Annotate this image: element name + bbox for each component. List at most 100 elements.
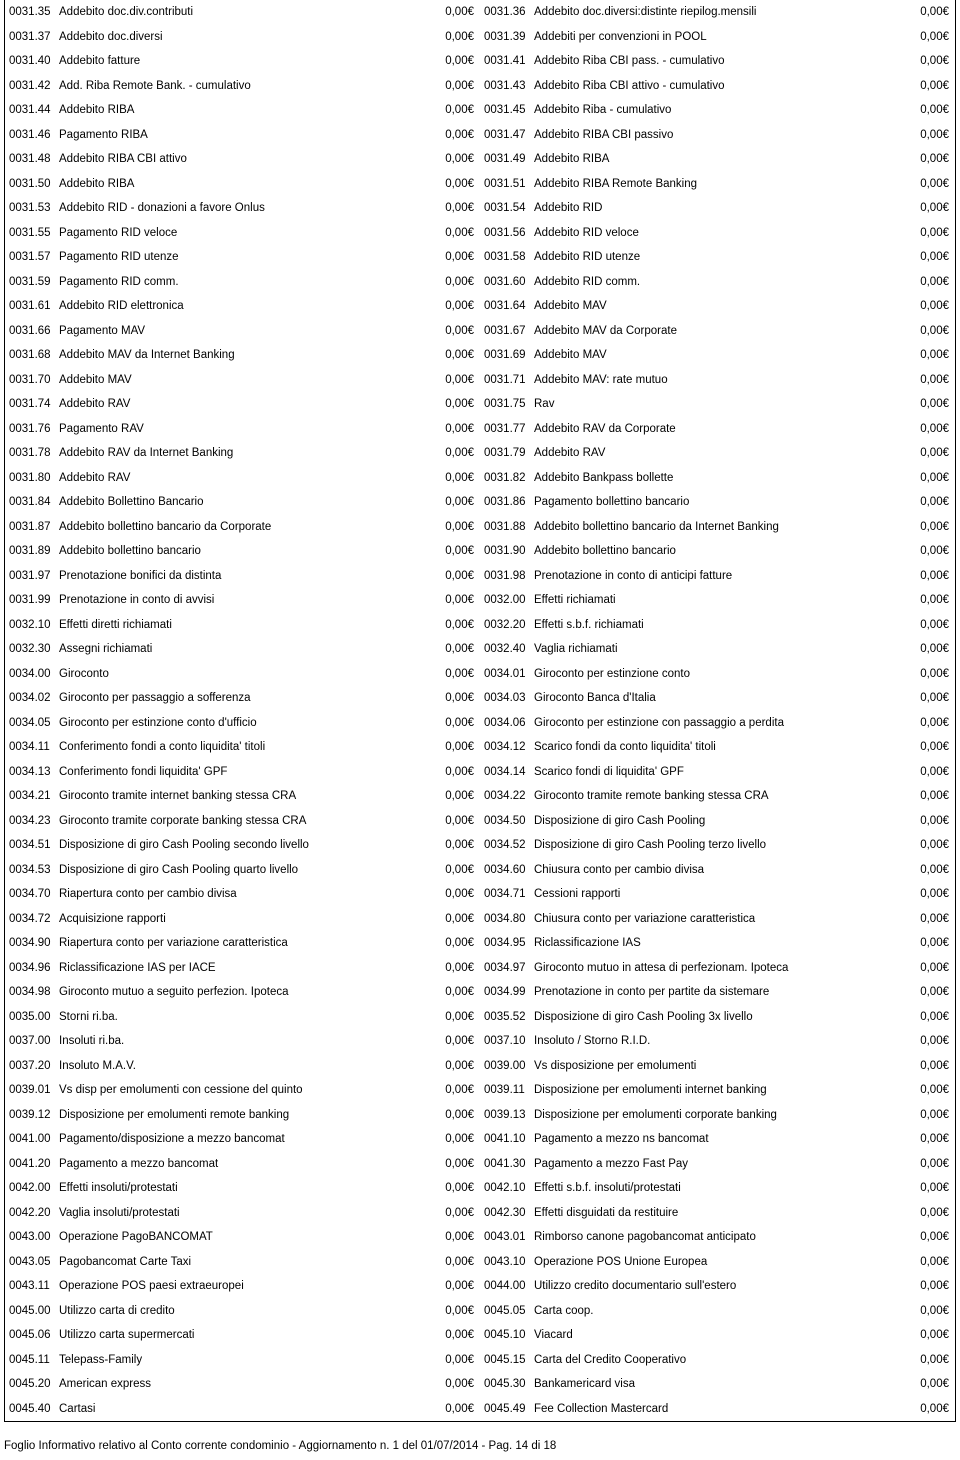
code-cell: 0034.60: [480, 864, 532, 876]
desc-cell: Disposizione di giro Cash Pooling 3x liv…: [532, 1011, 907, 1023]
desc-cell: Giroconto per estinzione conto: [532, 668, 907, 680]
code-cell: 0031.66: [5, 325, 57, 337]
code-cell: 0031.59: [5, 276, 57, 288]
code-cell: 0045.05: [480, 1305, 532, 1317]
desc-cell: Assegni richiamati: [57, 643, 432, 655]
amount-cell: 0,00€: [907, 619, 955, 631]
amount-cell: 0,00€: [432, 472, 480, 484]
desc-cell: Addebito RAV: [532, 447, 907, 459]
desc-cell: Fee Collection Mastercard: [532, 1403, 907, 1415]
desc-cell: Riapertura conto per cambio divisa: [57, 888, 432, 900]
amount-cell: 0,00€: [432, 349, 480, 361]
code-cell: 0031.58: [480, 251, 532, 263]
code-cell: 0034.50: [480, 815, 532, 827]
amount-cell: 0,00€: [432, 496, 480, 508]
amount-cell: 0,00€: [907, 300, 955, 312]
code-cell: 0045.15: [480, 1354, 532, 1366]
desc-cell: Effetti s.b.f. insoluti/protestati: [532, 1182, 907, 1194]
table-row: 0031.84Addebito Bollettino Bancario0,00€…: [5, 490, 955, 515]
desc-cell: Prenotazione in conto di anticipi fattur…: [532, 570, 907, 582]
code-cell: 0031.61: [5, 300, 57, 312]
desc-cell: Operazione POS Unione Europea: [532, 1256, 907, 1268]
code-cell: 0031.69: [480, 349, 532, 361]
amount-cell: 0,00€: [907, 447, 955, 459]
table-row: 0031.40Addebito fatture0,00€0031.41Addeb…: [5, 49, 955, 74]
table-row: 0031.80Addebito RAV0,00€0031.82Addebito …: [5, 466, 955, 491]
desc-cell: Addebito fatture: [57, 55, 432, 67]
amount-cell: 0,00€: [907, 251, 955, 263]
code-cell: 0031.36: [480, 6, 532, 18]
code-cell: 0034.06: [480, 717, 532, 729]
desc-cell: Pagamento a mezzo bancomat: [57, 1158, 432, 1170]
desc-cell: Chiusura conto per cambio divisa: [532, 864, 907, 876]
fee-table: 0031.35Addebito doc.div.contributi0,00€0…: [4, 0, 956, 1422]
table-row: 0031.42Add. Riba Remote Bank. - cumulati…: [5, 74, 955, 99]
code-cell: 0045.00: [5, 1305, 57, 1317]
code-cell: 0031.88: [480, 521, 532, 533]
desc-cell: Carta del Credito Cooperativo: [532, 1354, 907, 1366]
desc-cell: Giroconto tramite internet banking stess…: [57, 790, 432, 802]
table-row: 0031.55Pagamento RID veloce0,00€0031.56A…: [5, 221, 955, 246]
amount-cell: 0,00€: [907, 1207, 955, 1219]
desc-cell: Addebito RAV: [57, 472, 432, 484]
amount-cell: 0,00€: [432, 31, 480, 43]
amount-cell: 0,00€: [432, 1133, 480, 1145]
amount-cell: 0,00€: [432, 398, 480, 410]
code-cell: 0035.52: [480, 1011, 532, 1023]
code-cell: 0034.02: [5, 692, 57, 704]
code-cell: 0042.00: [5, 1182, 57, 1194]
code-cell: 0031.98: [480, 570, 532, 582]
table-row: 0043.11Operazione POS paesi extraeuropei…: [5, 1274, 955, 1299]
table-row: 0034.72Acquisizione rapporti0,00€0034.80…: [5, 907, 955, 932]
amount-cell: 0,00€: [432, 423, 480, 435]
amount-cell: 0,00€: [907, 1109, 955, 1121]
amount-cell: 0,00€: [907, 153, 955, 165]
amount-cell: 0,00€: [907, 1060, 955, 1072]
code-cell: 0031.99: [5, 594, 57, 606]
code-cell: 0031.86: [480, 496, 532, 508]
desc-cell: Insoluto / Storno R.I.D.: [532, 1035, 907, 1047]
code-cell: 0034.96: [5, 962, 57, 974]
desc-cell: Utilizzo carta di credito: [57, 1305, 432, 1317]
table-row: 0045.20American express0,00€0045.30Banka…: [5, 1372, 955, 1397]
table-row: 0042.20Vaglia insoluti/protestati0,00€00…: [5, 1201, 955, 1226]
amount-cell: 0,00€: [907, 325, 955, 337]
amount-cell: 0,00€: [907, 692, 955, 704]
code-cell: 0031.70: [5, 374, 57, 386]
amount-cell: 0,00€: [432, 1378, 480, 1390]
code-cell: 0034.21: [5, 790, 57, 802]
table-row: 0031.50Addebito RIBA0,00€0031.51Addebito…: [5, 172, 955, 197]
desc-cell: Disposizione di giro Cash Pooling quarto…: [57, 864, 432, 876]
amount-cell: 0,00€: [907, 1354, 955, 1366]
code-cell: 0031.77: [480, 423, 532, 435]
amount-cell: 0,00€: [432, 545, 480, 557]
code-cell: 0034.14: [480, 766, 532, 778]
code-cell: 0043.11: [5, 1280, 57, 1292]
amount-cell: 0,00€: [907, 129, 955, 141]
table-row: 0034.51Disposizione di giro Cash Pooling…: [5, 833, 955, 858]
code-cell: 0031.37: [5, 31, 57, 43]
code-cell: 0034.53: [5, 864, 57, 876]
amount-cell: 0,00€: [432, 594, 480, 606]
code-cell: 0034.05: [5, 717, 57, 729]
code-cell: 0042.20: [5, 1207, 57, 1219]
code-cell: 0043.01: [480, 1231, 532, 1243]
amount-cell: 0,00€: [432, 839, 480, 851]
code-cell: 0034.97: [480, 962, 532, 974]
amount-cell: 0,00€: [907, 1011, 955, 1023]
table-row: 0031.78Addebito RAV da Internet Banking0…: [5, 441, 955, 466]
code-cell: 0044.00: [480, 1280, 532, 1292]
code-cell: 0034.71: [480, 888, 532, 900]
code-cell: 0031.44: [5, 104, 57, 116]
code-cell: 0031.68: [5, 349, 57, 361]
desc-cell: Add. Riba Remote Bank. - cumulativo: [57, 80, 432, 92]
code-cell: 0031.41: [480, 55, 532, 67]
table-row: 0034.21Giroconto tramite internet bankin…: [5, 784, 955, 809]
table-row: 0031.48Addebito RIBA CBI attivo0,00€0031…: [5, 147, 955, 172]
amount-cell: 0,00€: [907, 31, 955, 43]
desc-cell: Addebito Bankpass bollette: [532, 472, 907, 484]
desc-cell: Pagamento MAV: [57, 325, 432, 337]
desc-cell: Addebito bollettino bancario da Internet…: [532, 521, 907, 533]
desc-cell: Chiusura conto per variazione caratteris…: [532, 913, 907, 925]
desc-cell: Addebito bollettino bancario da Corporat…: [57, 521, 432, 533]
